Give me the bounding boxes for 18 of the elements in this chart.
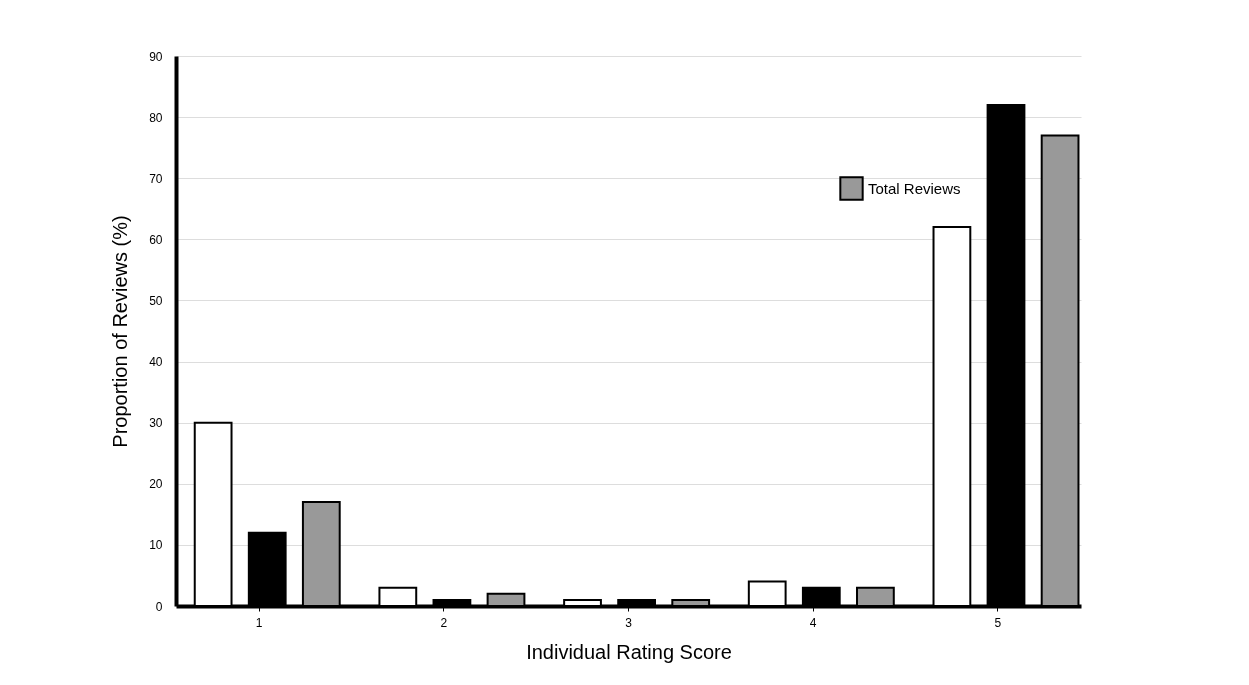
y-tick-label: 90: [149, 49, 163, 64]
x-tick-label: 4: [809, 615, 817, 630]
y-tick-label: 10: [149, 538, 163, 553]
y-tick-label: 80: [149, 110, 163, 125]
y-tick-label: 60: [149, 232, 163, 247]
y-tick-label: 0: [155, 599, 163, 614]
y-tick-label: 40: [149, 355, 163, 370]
x-tick-label: 5: [994, 615, 1002, 630]
y-axis-title: Proportion of Reviews (%): [109, 215, 132, 448]
y-tick-label: 50: [149, 293, 163, 308]
x-tick-label: 2: [440, 615, 448, 630]
x-tick-label: 1: [255, 615, 263, 630]
y-tick-label: 20: [149, 477, 163, 492]
x-tick-label: 3: [625, 615, 633, 630]
x-axis-title: Individual Rating Score: [526, 640, 732, 663]
y-tick-label: 70: [149, 171, 163, 186]
legend-label: Total Reviews: [868, 179, 961, 197]
y-tick-label: 30: [149, 416, 163, 431]
